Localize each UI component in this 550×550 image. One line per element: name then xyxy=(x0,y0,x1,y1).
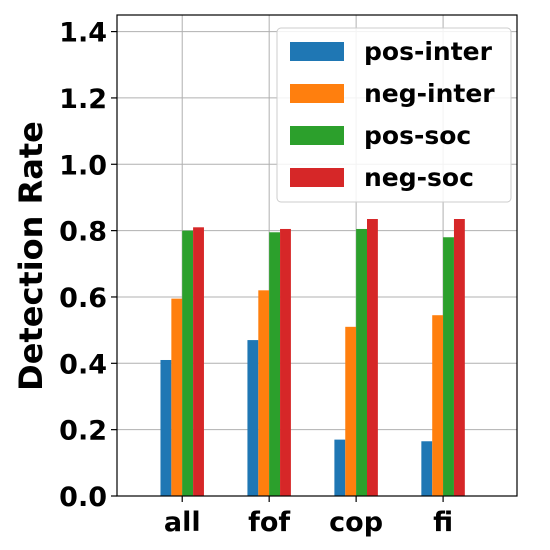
bar-neg-soc-cop xyxy=(367,219,378,496)
legend-label-pos-inter: pos-inter xyxy=(364,37,493,66)
bar-neg-soc-fi xyxy=(453,219,465,496)
y-tick-label: 0.6 xyxy=(59,283,107,314)
bars xyxy=(160,219,465,497)
y-tick-label: 1.0 xyxy=(59,150,107,181)
y-tick-label: 1.2 xyxy=(59,84,107,115)
legend-swatch-pos-soc xyxy=(290,126,344,145)
x-tick-label-fof: fof xyxy=(248,507,290,538)
x-tick-label-cop: cop xyxy=(329,507,383,538)
bar-pos-inter-fi xyxy=(421,441,433,496)
bar-pos-inter-all xyxy=(160,359,172,496)
bar-neg-inter-fof xyxy=(258,290,270,496)
bar-pos-soc-all xyxy=(182,230,194,496)
bar-pos-soc-fi xyxy=(443,237,454,496)
bar-pos-soc-cop xyxy=(356,228,367,496)
y-axis-label: Detection Rate xyxy=(12,121,50,391)
legend-swatch-neg-soc xyxy=(290,168,344,187)
y-axis-ticks: 0.0 0.2 0.4 0.6 0.8 1.0 1.2 1.4 xyxy=(59,18,117,513)
y-tick-label: 0.8 xyxy=(59,217,107,248)
y-tick-label: 0.2 xyxy=(59,416,107,447)
bar-neg-soc-fof xyxy=(280,228,291,496)
bar-pos-inter-fof xyxy=(247,340,259,496)
x-axis-ticks: all fof cop fi xyxy=(164,496,453,538)
legend-label-pos-soc: pos-soc xyxy=(364,121,471,150)
bar-neg-soc-all xyxy=(193,227,204,496)
legend-swatch-pos-inter xyxy=(290,42,344,61)
bar-pos-soc-fof xyxy=(269,232,281,497)
plot-frame xyxy=(116,14,518,497)
x-tick-label-fi: fi xyxy=(433,507,453,538)
y-tick-label: 1.4 xyxy=(59,18,107,49)
y-tick-label: 0.0 xyxy=(59,482,107,513)
bar-neg-inter-all xyxy=(171,298,183,496)
legend-frame xyxy=(276,27,512,203)
x-tick-label-all: all xyxy=(164,507,201,538)
legend-label-neg-soc: neg-soc xyxy=(364,163,474,192)
legend: pos-inter neg-inter pos-soc neg-soc xyxy=(276,27,512,203)
bar-neg-inter-fi xyxy=(432,315,444,496)
bar-neg-inter-cop xyxy=(345,326,357,496)
y-tick-label: 0.4 xyxy=(59,349,107,380)
legend-swatch-neg-inter xyxy=(290,84,344,103)
legend-items: pos-inter neg-inter pos-soc neg-soc xyxy=(290,37,495,192)
legend-label-neg-inter: neg-inter xyxy=(364,79,495,108)
bar-pos-inter-cop xyxy=(334,439,346,496)
